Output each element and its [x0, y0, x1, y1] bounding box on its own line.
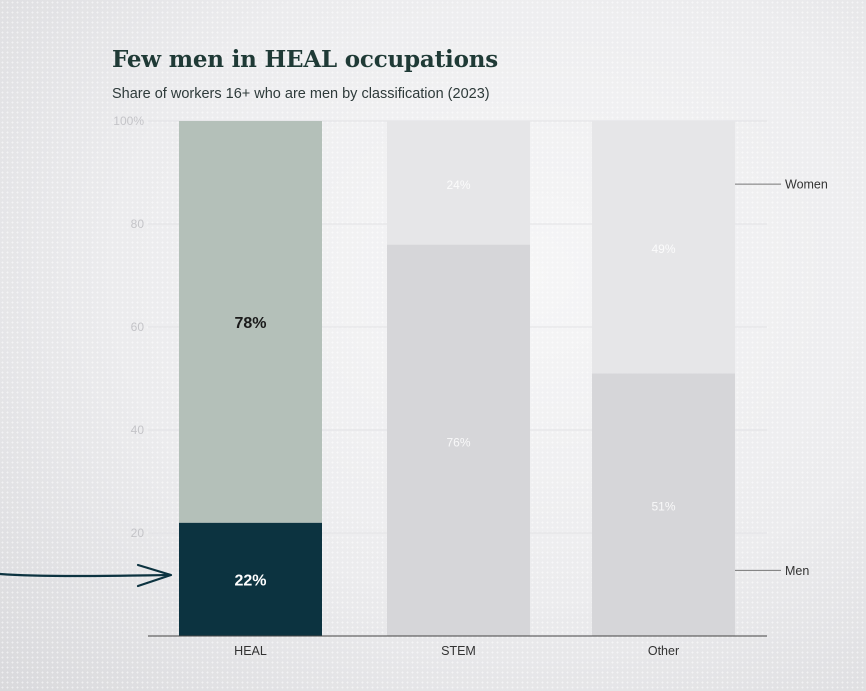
y-tick-label: 80	[131, 217, 145, 231]
bar-women-other	[592, 121, 735, 374]
arrow-head	[136, 563, 173, 588]
bar-women-heal	[179, 121, 322, 523]
x-tick-label: Other	[648, 644, 679, 658]
value-label-women: 49%	[651, 242, 675, 256]
bar-men-heal	[179, 522, 322, 636]
y-tick-label: 20	[131, 526, 145, 540]
legend-label-men: Men	[785, 564, 809, 578]
arrow-shaft	[0, 572, 172, 578]
x-tick-label: STEM	[441, 644, 476, 658]
chart-subtitle: Share of workers 16+ who are men by clas…	[112, 86, 490, 102]
bar-value-labels: 22% 78% 76% 24% 51% 49%	[234, 178, 675, 590]
x-axis-categories: HEAL STEM Other	[234, 644, 679, 658]
y-tick-label: 100%	[113, 114, 144, 128]
value-label-men: 51%	[651, 500, 675, 514]
y-axis-ticks: 20 40 60 80 100%	[113, 114, 144, 540]
value-label-men: 22%	[234, 572, 266, 589]
bar-men-stem	[387, 244, 530, 636]
bars	[179, 121, 735, 636]
value-label-men: 76%	[446, 435, 470, 449]
y-tick-label: 60	[131, 320, 145, 334]
bar-women-stem	[387, 121, 530, 245]
value-label-women: 24%	[446, 178, 470, 192]
legend-label-women: Women	[785, 178, 828, 192]
annotation-arrow	[0, 563, 173, 588]
chart-title: Few men in HEAL occupations	[112, 46, 498, 73]
inline-legend: Women Men	[735, 178, 828, 578]
y-tick-label: 40	[131, 423, 145, 437]
value-label-women: 78%	[234, 315, 266, 332]
x-tick-label: HEAL	[234, 644, 267, 658]
bar-men-other	[592, 373, 735, 636]
